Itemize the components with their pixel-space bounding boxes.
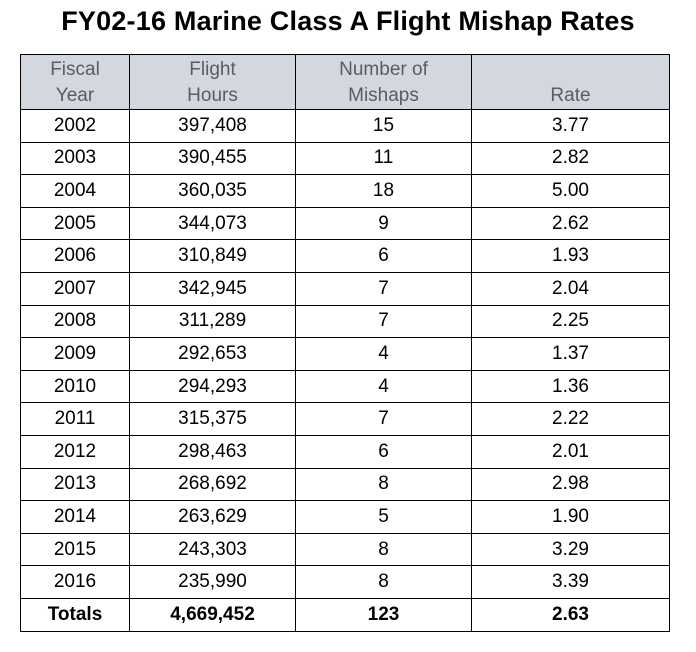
cell-hours: 315,375	[129, 402, 296, 436]
header-line: Rate	[550, 85, 591, 106]
cell-hours: 310,849	[129, 239, 296, 273]
header-line: Year	[55, 85, 95, 106]
cell-rate: 2.62	[471, 206, 670, 241]
totals-rate: 2.63	[471, 597, 670, 632]
table-row: 2011 315,375 7 2.22	[20, 402, 670, 436]
cell-year: 2010	[20, 369, 130, 404]
cell-rate: 3.29	[471, 532, 670, 567]
table-row: 2012 298,463 6 2.01	[20, 434, 670, 469]
header-number-of-mishaps: Number of Mishaps	[295, 54, 472, 110]
cell-hours: 390,455	[129, 141, 296, 176]
cell-rate: 3.77	[471, 109, 670, 143]
cell-mishaps: 6	[295, 434, 472, 469]
cell-rate: 2.04	[471, 271, 670, 306]
cell-rate: 5.00	[471, 174, 670, 208]
cell-year: 2008	[20, 304, 130, 339]
cell-mishaps: 7	[295, 304, 472, 339]
table-row: 2004 360,035 18 5.00	[20, 174, 670, 208]
header-line: Mishaps	[348, 85, 419, 106]
cell-rate: 1.36	[471, 369, 670, 404]
totals-mishaps: 123	[295, 597, 472, 632]
cell-hours: 292,653	[129, 337, 296, 371]
cell-hours: 298,463	[129, 434, 296, 469]
cell-rate: 3.39	[471, 565, 670, 599]
cell-mishaps: 8	[295, 467, 472, 502]
cell-hours: 342,945	[129, 271, 296, 306]
page-title: FY02-16 Marine Class A Flight Mishap Rat…	[61, 6, 635, 36]
cell-mishaps: 11	[295, 141, 472, 176]
cell-year: 2011	[20, 402, 130, 436]
table-row: 2010 294,293 4 1.36	[20, 369, 670, 404]
cell-rate: 1.93	[471, 239, 670, 273]
table-row: 2009 292,653 4 1.37	[20, 337, 670, 371]
table-row: 2015 243,303 8 3.29	[20, 532, 670, 567]
cell-hours: 263,629	[129, 500, 296, 534]
cell-year: 2002	[20, 109, 130, 143]
cell-year: 2007	[20, 271, 130, 306]
table-row: 2013 268,692 8 2.98	[20, 467, 670, 502]
table-row: 2007 342,945 7 2.04	[20, 271, 670, 306]
table-row: 2016 235,990 8 3.39	[20, 565, 670, 599]
table-row: 2002 397,408 15 3.77	[20, 109, 670, 143]
table-row: 2014 263,629 5 1.90	[20, 500, 670, 534]
table-body: 2002 397,408 15 3.77 2003 390,455 11 2.82 2004 36…	[20, 109, 670, 599]
header-line: Fiscal	[50, 59, 100, 80]
cell-hours: 360,035	[129, 174, 296, 208]
cell-mishaps: 8	[295, 532, 472, 567]
cell-mishaps: 6	[295, 239, 472, 273]
cell-rate: 2.25	[471, 304, 670, 339]
table-row: 2005 344,073 9 2.62	[20, 206, 670, 241]
cell-mishaps: 9	[295, 206, 472, 241]
header-rate: Rate	[471, 54, 670, 110]
cell-mishaps: 7	[295, 402, 472, 436]
cell-rate: 1.90	[471, 500, 670, 534]
cell-hours: 344,073	[129, 206, 296, 241]
cell-rate: 1.37	[471, 337, 670, 371]
cell-year: 2012	[20, 434, 130, 469]
mishap-rates-table: Fiscal Year Flight Hours Number of Misha…	[20, 54, 670, 632]
header-line: Number of	[339, 59, 428, 80]
cell-year: 2009	[20, 337, 130, 371]
cell-year: 2015	[20, 532, 130, 567]
cell-mishaps: 7	[295, 271, 472, 306]
cell-rate: 2.22	[471, 402, 670, 436]
cell-mishaps: 4	[295, 337, 472, 371]
totals-label: Totals	[20, 597, 130, 632]
table-row: 2003 390,455 11 2.82	[20, 141, 670, 176]
cell-hours: 311,289	[129, 304, 296, 339]
cell-hours: 243,303	[129, 532, 296, 567]
cell-hours: 294,293	[129, 369, 296, 404]
totals-row: Totals 4,669,452 123 2.63	[20, 597, 670, 632]
cell-mishaps: 4	[295, 369, 472, 404]
header-row: Fiscal Year Flight Hours Number of Misha…	[20, 54, 670, 110]
cell-hours: 235,990	[129, 565, 296, 599]
cell-hours: 397,408	[129, 109, 296, 143]
cell-hours: 268,692	[129, 467, 296, 502]
cell-year: 2013	[20, 467, 130, 502]
cell-mishaps: 18	[295, 174, 472, 208]
cell-year: 2005	[20, 206, 130, 241]
cell-rate: 2.98	[471, 467, 670, 502]
header-line: Hours	[187, 85, 238, 106]
header-fiscal-year: Fiscal Year	[20, 54, 130, 110]
cell-mishaps: 8	[295, 565, 472, 599]
cell-rate: 2.01	[471, 434, 670, 469]
cell-year: 2003	[20, 141, 130, 176]
cell-mishaps: 5	[295, 500, 472, 534]
cell-rate: 2.82	[471, 141, 670, 176]
cell-year: 2014	[20, 500, 130, 534]
cell-mishaps: 15	[295, 109, 472, 143]
table-row: 2008 311,289 7 2.25	[20, 304, 670, 339]
header-flight-hours: Flight Hours	[129, 54, 296, 110]
totals-hours: 4,669,452	[129, 597, 296, 632]
header-line: Flight	[189, 59, 236, 80]
table-row: 2006 310,849 6 1.93	[20, 239, 670, 273]
cell-year: 2016	[20, 565, 130, 599]
cell-year: 2006	[20, 239, 130, 273]
cell-year: 2004	[20, 174, 130, 208]
